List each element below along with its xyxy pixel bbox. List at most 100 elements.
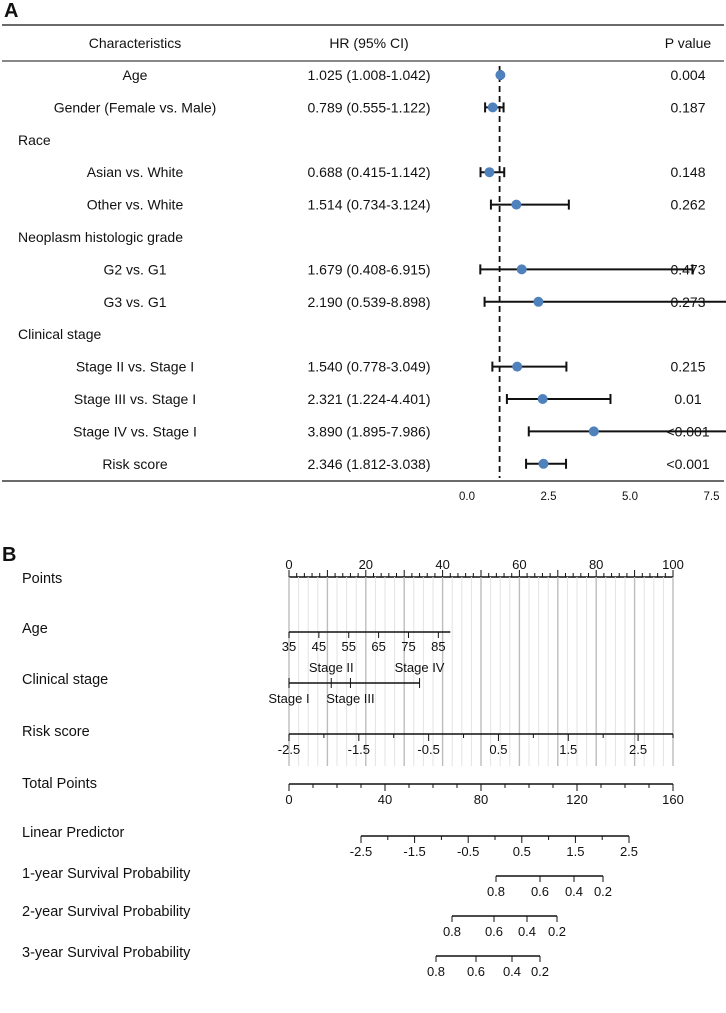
survival-tick-label: 0.2 <box>531 964 549 979</box>
scale-label: Clinical stage <box>22 672 108 688</box>
axis-tick-label: 7.5 <box>704 491 720 503</box>
scale-tick-label: -2.5 <box>350 844 372 859</box>
points-tick-label: 0 <box>285 557 292 572</box>
header-p-value: P value <box>665 35 712 51</box>
survival-tick-label: 0.8 <box>427 964 445 979</box>
survival-tick-label: 0.8 <box>487 884 505 899</box>
survival-tick-label: 0.8 <box>443 924 461 939</box>
hr-ci-text: 0.789 (0.555-1.122) <box>308 99 431 115</box>
age-tick-label: 65 <box>371 639 385 654</box>
survival-tick-label: 0.6 <box>467 964 485 979</box>
axis-tick-label: 5.0 <box>622 491 638 503</box>
p-value-text: 0.004 <box>670 67 705 83</box>
hr-ci-text: 0.688 (0.415-1.142) <box>308 164 431 180</box>
survival-tick-label: 0.2 <box>548 924 566 939</box>
row-label: Gender (Female vs. Male) <box>54 99 217 115</box>
scale-label: Total Points <box>22 776 97 792</box>
row-label: Stage II vs. Stage I <box>76 359 194 375</box>
scale-tick-label: 80 <box>474 792 488 807</box>
scale-tick-label: -2.5 <box>278 742 300 757</box>
p-value-text: 0.01 <box>674 391 701 407</box>
hr-ci-text: 1.540 (0.778-3.049) <box>308 359 431 375</box>
scale-tick-label: 1.5 <box>566 844 584 859</box>
scale-tick-label: 0.5 <box>489 742 507 757</box>
p-value-text: 0.148 <box>670 164 705 180</box>
hr-ci-text: 1.679 (0.408-6.915) <box>308 261 431 277</box>
hr-ci-text: 3.890 (1.895-7.986) <box>308 423 431 439</box>
hr-point <box>533 296 544 307</box>
hr-point <box>512 361 523 372</box>
scale-tick-label: 0 <box>285 792 292 807</box>
axis-tick-label: 0.0 <box>459 491 475 503</box>
stage-label-top: Stage IV <box>395 660 445 675</box>
scale-tick-label: 120 <box>566 792 588 807</box>
points-tick-label: 100 <box>662 557 684 572</box>
scale-tick-label: 2.5 <box>620 844 638 859</box>
scale-tick-label: -0.5 <box>417 742 439 757</box>
points-tick-label: 20 <box>359 557 373 572</box>
survival-tick-label: 0.2 <box>594 884 612 899</box>
row-label: G3 vs. G1 <box>103 294 166 310</box>
hr-point <box>588 426 599 437</box>
panel-b-label: B <box>2 544 16 566</box>
stage-label-bottom: Stage I <box>268 691 309 706</box>
age-tick-label: 35 <box>282 639 296 654</box>
survival-tick-label: 0.6 <box>531 884 549 899</box>
hr-ci-text: 1.025 (1.008-1.042) <box>308 67 431 83</box>
nomogram: Points Age Clinical stage Risk score Total P… <box>22 557 684 979</box>
p-value-text: 0.262 <box>670 197 705 213</box>
scale-label: Risk score <box>22 724 90 740</box>
stage-label-top: Stage II <box>309 660 354 675</box>
row-label: Stage III vs. Stage I <box>74 391 196 407</box>
age-tick-label: 45 <box>312 639 326 654</box>
row-label: Other vs. White <box>87 197 184 213</box>
age-tick-label: 75 <box>401 639 415 654</box>
hr-point <box>538 458 549 469</box>
survival-tick-label: 0.4 <box>518 924 536 939</box>
survival-tick-label: 0.4 <box>565 884 583 899</box>
row-label: G2 vs. G1 <box>103 261 166 277</box>
points-tick-label: 60 <box>512 557 526 572</box>
scale-label: 2-year Survival Probability <box>22 904 191 920</box>
points-tick-label: 80 <box>589 557 603 572</box>
hr-point <box>495 70 506 80</box>
scale-tick-label: 1.5 <box>559 742 577 757</box>
points-tick-label: 40 <box>435 557 449 572</box>
row-label: Risk score <box>102 456 168 472</box>
axis-tick-label: 2.5 <box>541 491 557 503</box>
scale-label: Age <box>22 621 48 637</box>
scale-tick-label: 2.5 <box>629 742 647 757</box>
row-label: Asian vs. White <box>87 164 184 180</box>
group-label: Neoplasm histologic grade <box>18 229 183 245</box>
hr-point <box>537 394 548 404</box>
header-characteristics: Characteristics <box>89 35 182 51</box>
hr-ci-text: 2.321 (1.224-4.401) <box>308 391 431 407</box>
row-label: Stage IV vs. Stage I <box>73 423 197 439</box>
p-value-text: 0.187 <box>670 99 705 115</box>
group-label: Race <box>18 132 51 148</box>
hr-ci-text: 1.514 (0.734-3.124) <box>308 197 431 213</box>
panel-a-label: A <box>4 0 18 22</box>
hr-ci-text: 2.346 (1.812-3.038) <box>308 456 431 472</box>
group-label: Clinical stage <box>18 326 101 342</box>
stage-label-bottom: Stage III <box>326 691 374 706</box>
header-hr: HR (95% CI) <box>329 35 408 51</box>
hr-ci-text: 2.190 (0.539-8.898) <box>308 294 431 310</box>
forest-plot: Age 1.025 (1.008-1.042) 0.004 Gender (Femal… <box>18 66 726 503</box>
survival-tick-label: 0.4 <box>503 964 521 979</box>
hr-point <box>484 167 495 178</box>
scale-tick-label: -1.5 <box>403 844 425 859</box>
p-value-text: <0.001 <box>666 456 709 472</box>
scale-label: Linear Predictor <box>22 825 125 841</box>
hr-point <box>487 102 498 113</box>
scale-tick-label: 40 <box>378 792 392 807</box>
age-tick-label: 85 <box>431 639 445 654</box>
scale-tick-label: 160 <box>662 792 684 807</box>
scale-label: 3-year Survival Probability <box>22 945 191 961</box>
scale-label: 1-year Survival Probability <box>22 866 191 882</box>
scale-tick-label: -1.5 <box>348 742 370 757</box>
age-tick-label: 55 <box>341 639 355 654</box>
scale-tick-label: -0.5 <box>457 844 479 859</box>
p-value-text: 0.215 <box>670 359 705 375</box>
